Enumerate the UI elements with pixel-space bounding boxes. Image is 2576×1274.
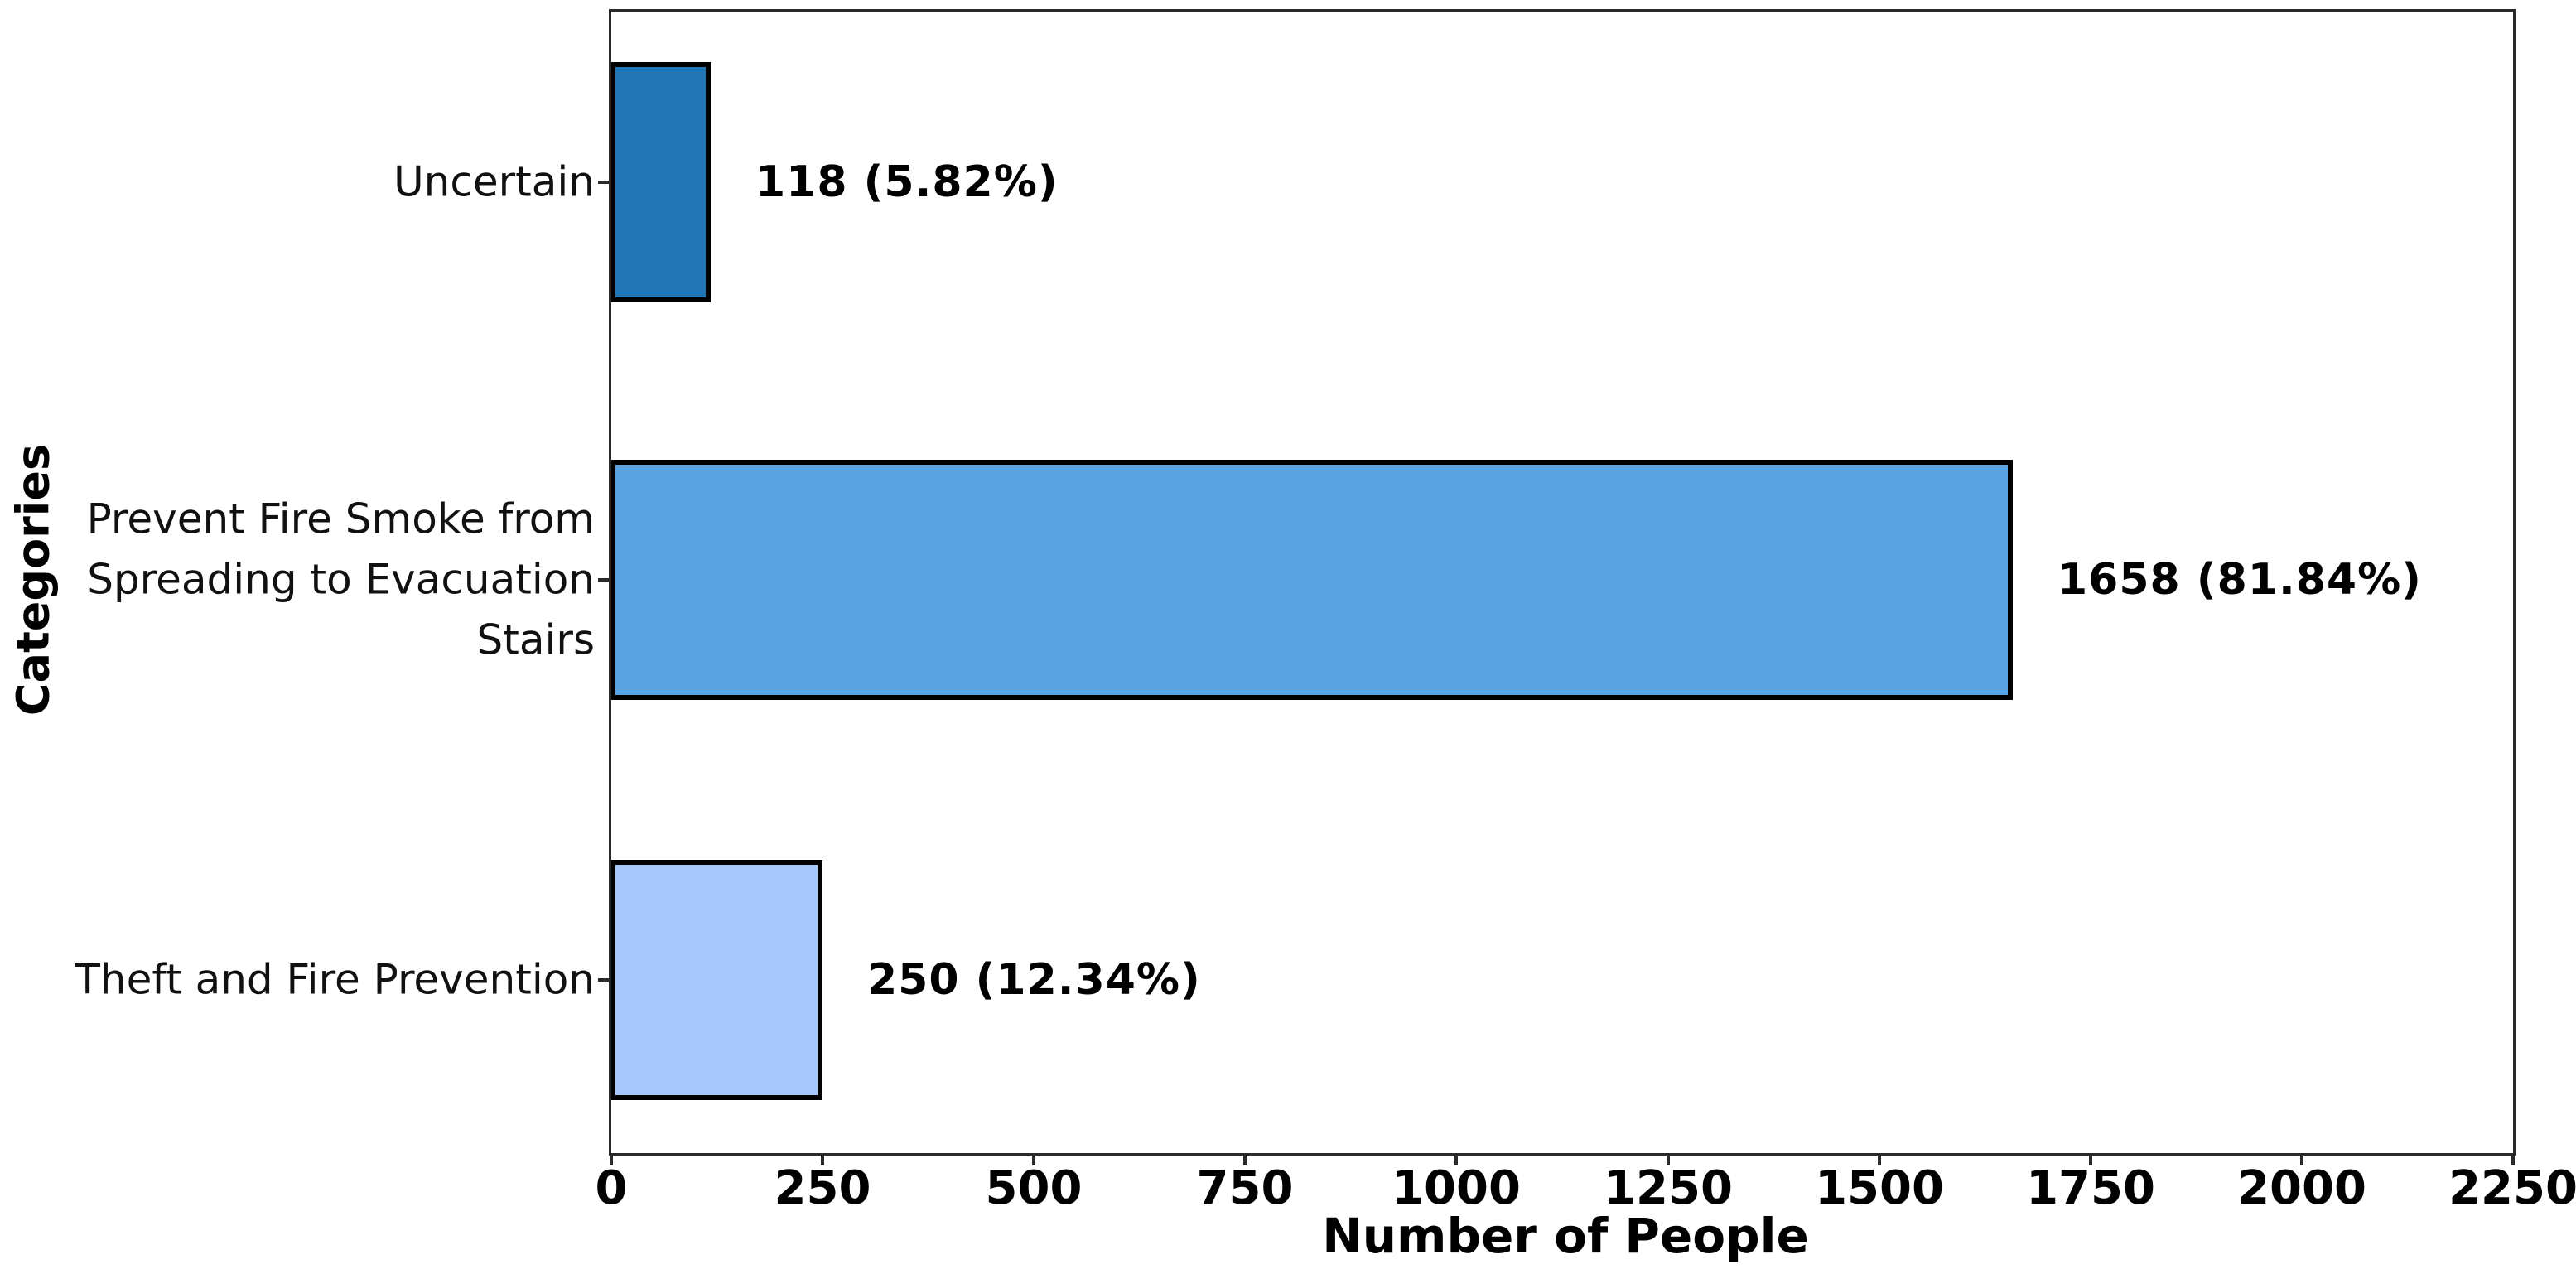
x-tick-mark (1454, 1153, 1458, 1165)
x-tick-mark (1667, 1153, 1670, 1165)
plot-area: 118 (5.82%) 1658 (81.84%) 250 (12.34%) (609, 9, 2516, 1156)
category-label-line: Spreading to Evacuation (87, 555, 595, 604)
x-tick-mark (1243, 1153, 1247, 1165)
y-axis-title: Categories (7, 443, 60, 717)
value-label-uncertain: 118 (5.82%) (755, 157, 1059, 207)
bar-uncertain (611, 62, 711, 302)
category-label-line: Uncertain (393, 157, 595, 206)
x-axis-title: Number of People (1322, 1208, 1809, 1264)
value-label-prevent-fire-smoke-from-spreading-to-evacuation-stairs: 1658 (81.84%) (2057, 555, 2422, 605)
x-tick-label-750: 750 (1196, 1161, 1294, 1215)
x-tick-mark (821, 1153, 824, 1165)
bar-prevent-fire-smoke-from-spreading-to-evacuation-stairs (611, 460, 2013, 700)
value-label-theft-and-fire-prevention: 250 (12.34%) (867, 955, 1201, 1005)
y-tick-mark (598, 181, 610, 184)
x-tick-label-0: 0 (595, 1161, 628, 1215)
x-tick-mark (2300, 1153, 2303, 1165)
x-tick-mark (2089, 1153, 2092, 1165)
x-tick-mark (1878, 1153, 1881, 1165)
category-label-prevent-fire-smoke-from-spreading-to-evacuation-stairs: Prevent Fire Smoke from Spreading to Evac… (31, 490, 595, 671)
x-tick-label-500: 500 (985, 1161, 1083, 1215)
y-tick-mark (598, 578, 610, 582)
category-label-line: Theft and Fire Prevention (75, 955, 595, 1004)
category-label-theft-and-fire-prevention: Theft and Fire Prevention (31, 950, 595, 1011)
x-tick-mark (2511, 1153, 2515, 1165)
x-tick-mark (610, 1153, 613, 1165)
category-label-line: Stairs (476, 615, 595, 664)
x-tick-label-1000: 1000 (1392, 1161, 1521, 1215)
category-label-uncertain: Uncertain (31, 152, 595, 213)
x-tick-label-2000: 2000 (2237, 1161, 2366, 1215)
x-tick-label-1500: 1500 (1815, 1161, 1944, 1215)
x-tick-label-2250: 2250 (2448, 1161, 2576, 1215)
x-tick-label-1250: 1250 (1604, 1161, 1733, 1215)
x-tick-mark (1032, 1153, 1035, 1165)
category-label-line: Prevent Fire Smoke from (86, 495, 595, 543)
x-tick-label-250: 250 (774, 1161, 871, 1215)
bar-theft-and-fire-prevention (611, 860, 822, 1100)
x-tick-label-1750: 1750 (2026, 1161, 2155, 1215)
y-tick-mark (598, 978, 610, 982)
